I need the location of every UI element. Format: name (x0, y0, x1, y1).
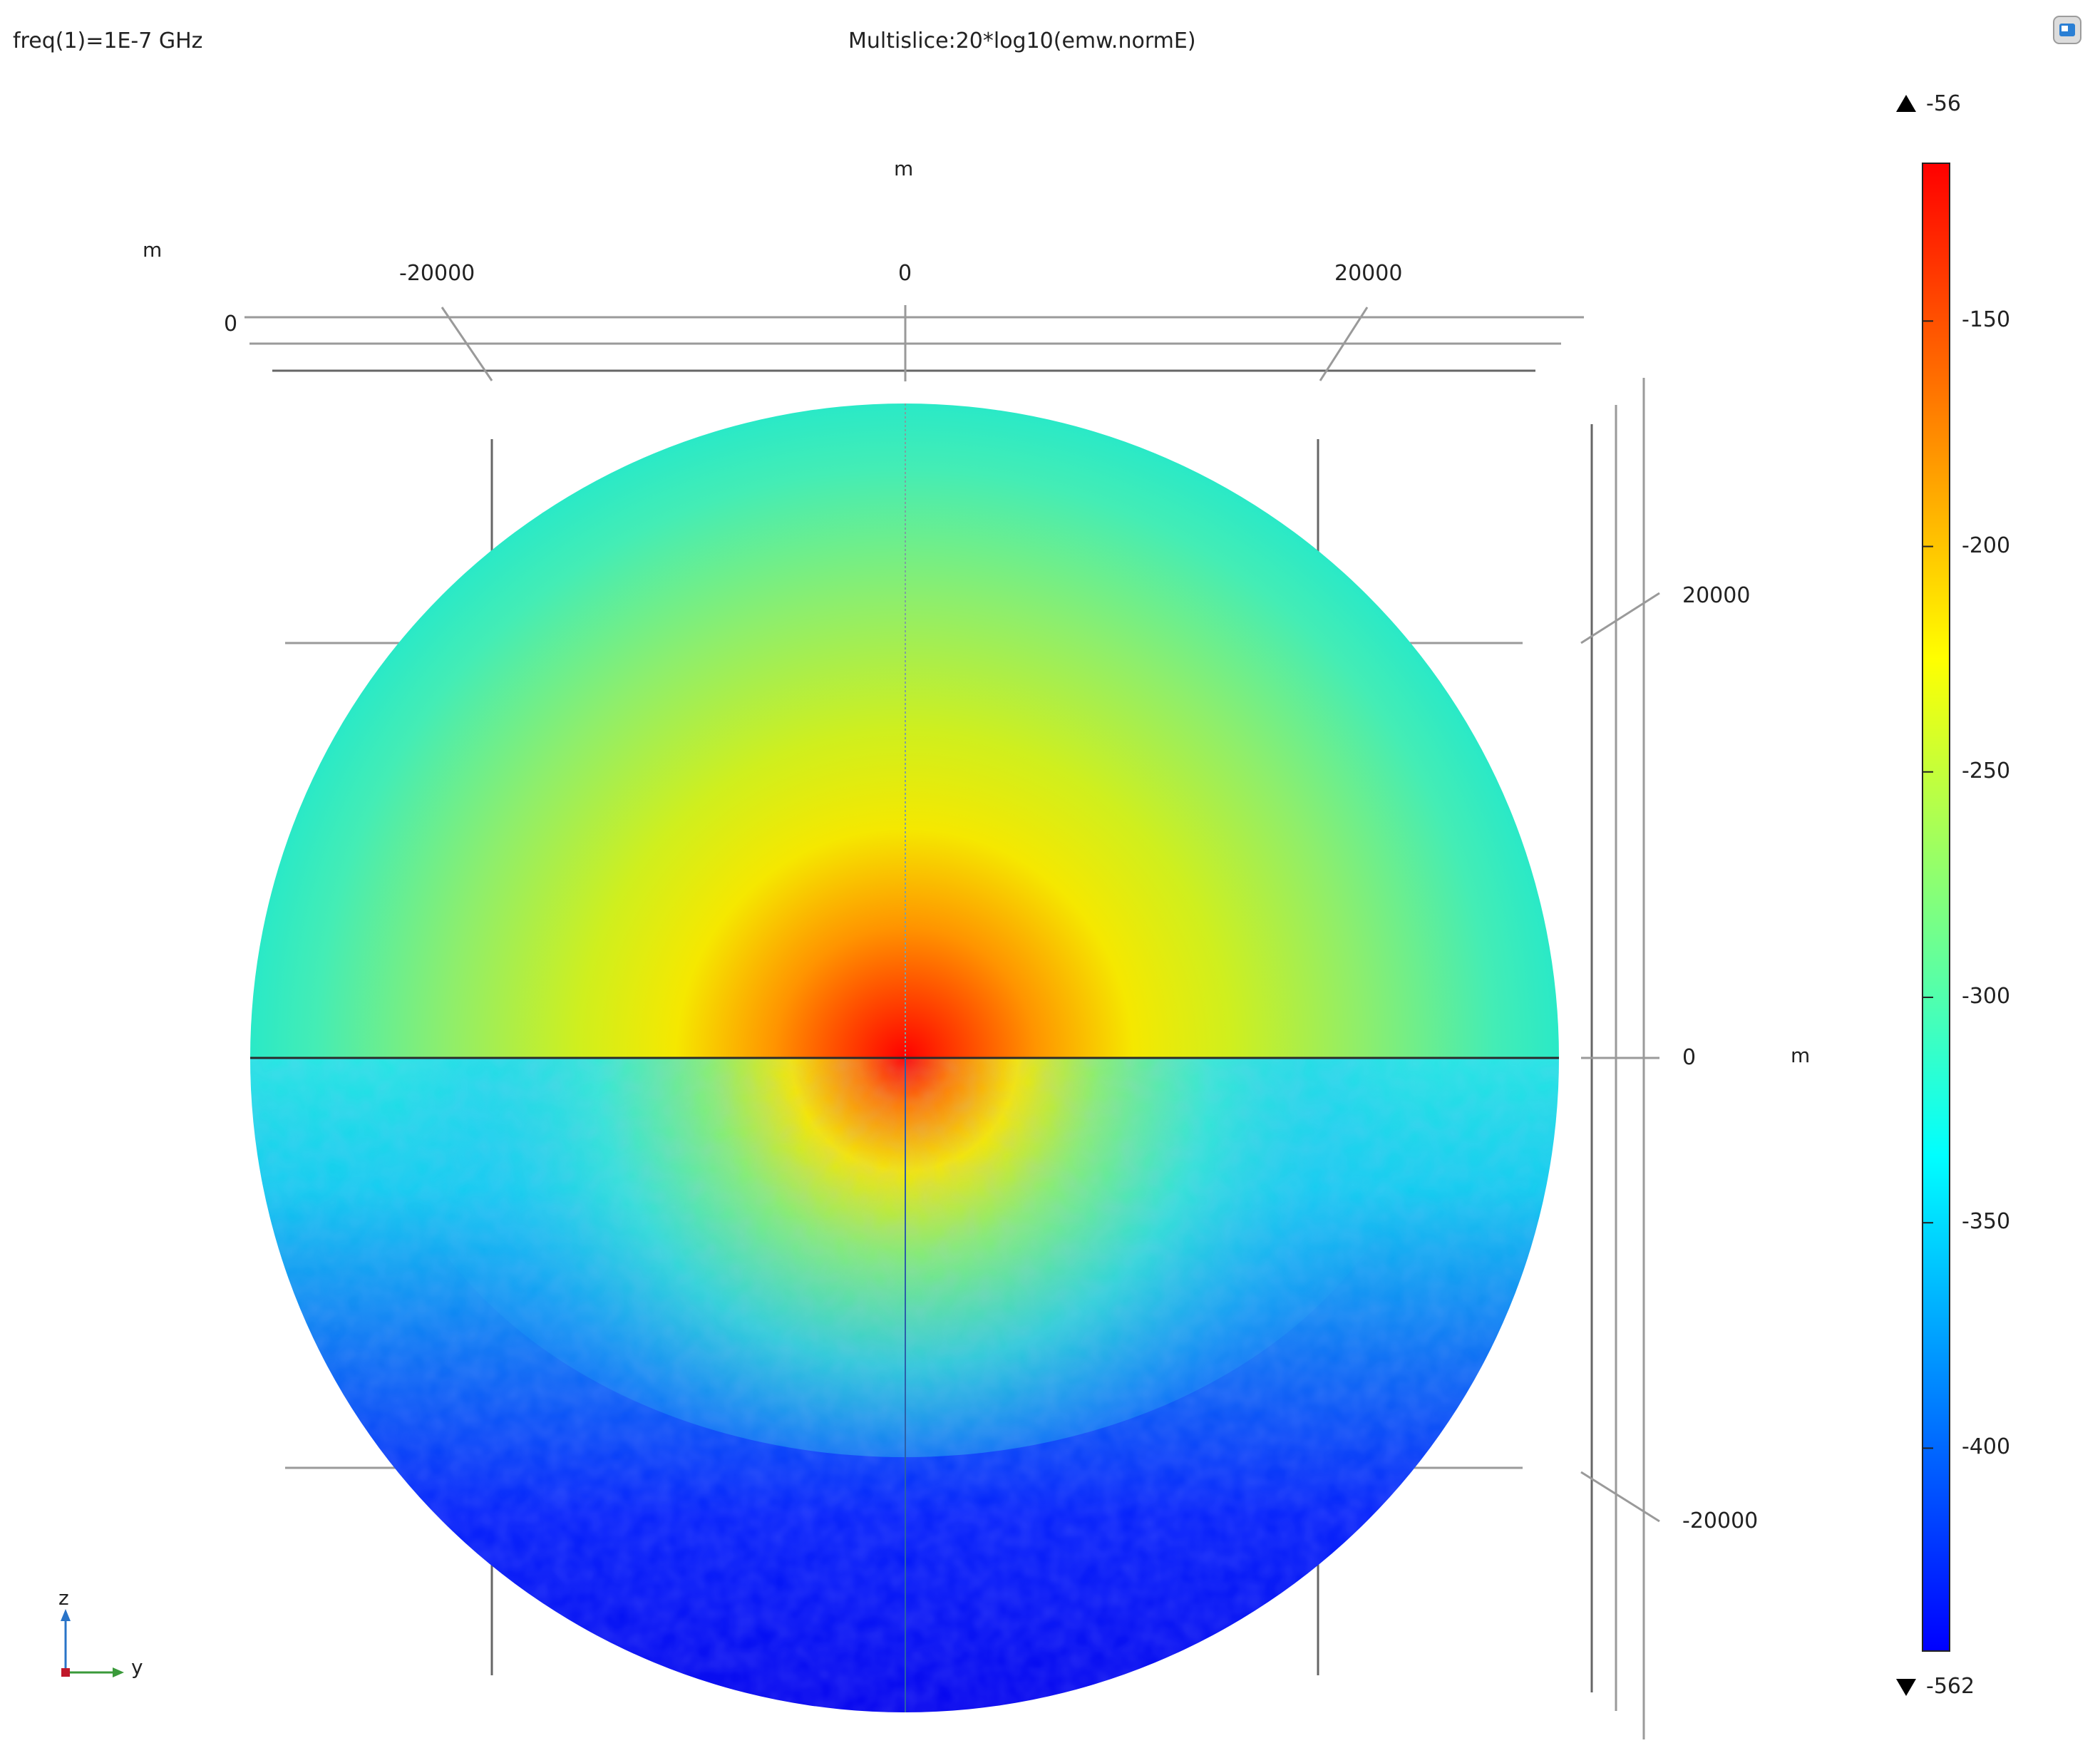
colorbar-tick-label: -350 (1962, 1209, 2011, 1235)
top-tick-label: 20000 (1334, 261, 1403, 286)
colorbar-tick-label: -250 (1962, 758, 2011, 783)
top-tick-label: -20000 (399, 261, 475, 286)
right-tick-label: 0 (1682, 1045, 1697, 1070)
colorbar-gradient (1922, 163, 1950, 1652)
view-window-icon[interactable] (2052, 14, 2083, 46)
tick-diagonal (441, 307, 493, 381)
colorbar-max-triangle-icon (1896, 95, 1916, 112)
right-tick-label: 20000 (1682, 583, 1751, 608)
right-axis-unit: m (1791, 1044, 1811, 1067)
colorbar-tick-label: -200 (1962, 533, 2011, 558)
colorbar (1896, 95, 1950, 1696)
triad-z-label: z (58, 1586, 69, 1610)
top-offset-label: 0 (224, 312, 238, 336)
parameter-label: freq(1)=1E-7 GHz (13, 29, 203, 53)
right-tick-label: -20000 (1682, 1508, 1759, 1533)
triad-y-label: y (131, 1655, 143, 1679)
tick-diagonal (1580, 592, 1660, 644)
colorbar-min-label: -562 (1926, 1674, 1975, 1699)
topleft-axis-unit: m (143, 238, 163, 262)
colorbar-tick-label: -150 (1962, 307, 2011, 333)
xyz-axis-triad-icon (61, 1609, 124, 1677)
colorbar-min-triangle-icon (1896, 1679, 1916, 1696)
tick-diagonal (1580, 1471, 1660, 1523)
colorbar-tick-label: -400 (1962, 1434, 2011, 1460)
plot-title: Multislice:20*log10(emw.normE) (848, 29, 1196, 53)
colorbar-tick-label: -300 (1962, 983, 2011, 1009)
tick-diagonal (1319, 307, 1369, 381)
top-axis-unit: m (894, 157, 914, 180)
top-tick-label: 0 (898, 261, 912, 286)
colorbar-max-label: -56 (1926, 91, 1961, 116)
